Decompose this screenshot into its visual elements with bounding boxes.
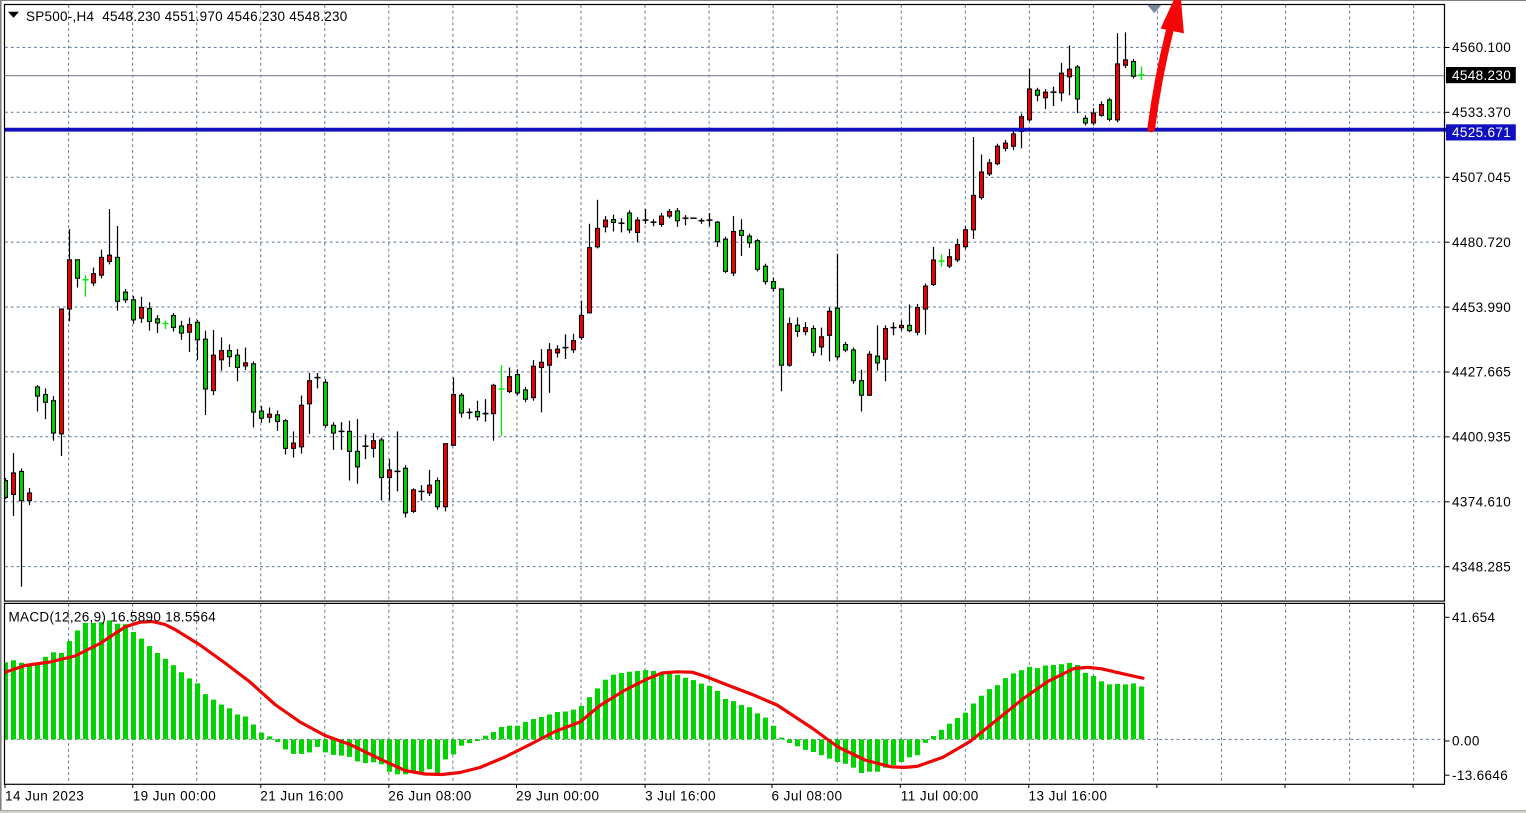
svg-text:-13.6646: -13.6646	[1452, 768, 1508, 783]
svg-text:13 Jul 16:00: 13 Jul 16:00	[1029, 789, 1108, 804]
svg-text:4480.720: 4480.720	[1452, 235, 1511, 250]
svg-text:41.654: 41.654	[1452, 610, 1496, 625]
svg-text:MACD(12,26,9) 16.5890 18.5564: MACD(12,26,9) 16.5890 18.5564	[9, 610, 217, 625]
svg-text:SP500-,H4 4548.230 4551.970 4: SP500-,H4 4548.230 4551.970 4546.230 454…	[26, 9, 348, 24]
svg-text:3 Jul 16:00: 3 Jul 16:00	[645, 789, 716, 804]
svg-text:4507.045: 4507.045	[1452, 170, 1511, 185]
svg-text:4560.100: 4560.100	[1452, 40, 1511, 55]
svg-text:4427.665: 4427.665	[1452, 365, 1511, 380]
svg-text:4374.610: 4374.610	[1452, 495, 1511, 510]
svg-text:4453.990: 4453.990	[1452, 300, 1511, 315]
svg-text:0.00: 0.00	[1452, 734, 1480, 749]
svg-text:4533.370: 4533.370	[1452, 105, 1511, 120]
svg-text:11 Jul 00:00: 11 Jul 00:00	[901, 789, 979, 804]
svg-text:4400.935: 4400.935	[1452, 430, 1511, 445]
svg-text:26 Jun 08:00: 26 Jun 08:00	[388, 789, 471, 804]
svg-text:19 Jun 00:00: 19 Jun 00:00	[133, 789, 216, 804]
svg-text:4548.230: 4548.230	[1452, 68, 1511, 83]
svg-text:21 Jun 16:00: 21 Jun 16:00	[260, 789, 343, 804]
svg-text:29 Jun 00:00: 29 Jun 00:00	[516, 789, 599, 804]
svg-text:4525.671: 4525.671	[1452, 125, 1511, 140]
svg-text:4348.285: 4348.285	[1452, 559, 1511, 574]
svg-text:14 Jun 2023: 14 Jun 2023	[5, 789, 84, 804]
svg-text:6 Jul 08:00: 6 Jul 08:00	[772, 789, 843, 804]
